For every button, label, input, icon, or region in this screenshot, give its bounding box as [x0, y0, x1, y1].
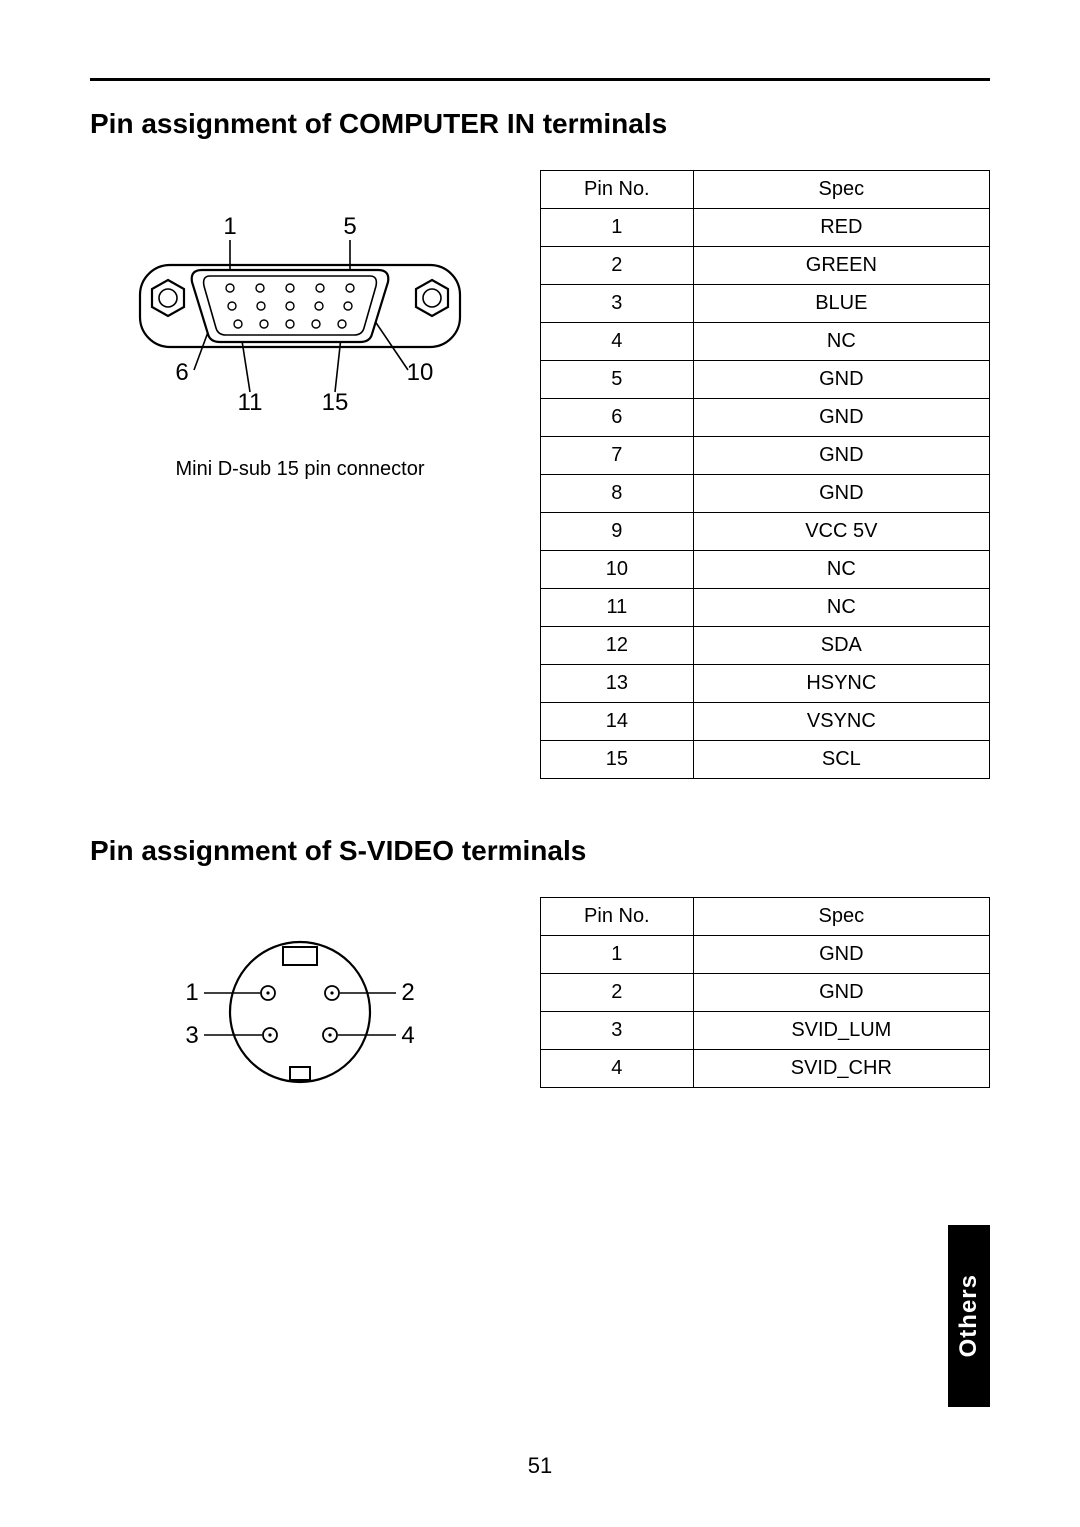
svideo-table-col: Pin No. Spec 1GND2GND3SVID_LUM4SVID_CHR	[540, 897, 990, 1088]
section-tab: Others	[948, 1225, 990, 1407]
svideo-row: 1 2 3 4	[90, 897, 990, 1107]
computer-in-row: 1 5 6 10 11 15	[90, 170, 990, 779]
table-cell: 2	[541, 974, 694, 1012]
table-row: 7GND	[541, 437, 990, 475]
table-cell: GND	[693, 475, 989, 513]
dsub-caption: Mini D-sub 15 pin connector	[175, 458, 424, 481]
table-cell: 2	[541, 247, 694, 285]
table-row: 3BLUE	[541, 285, 990, 323]
table-row: 2GREEN	[541, 247, 990, 285]
table-cell: 14	[541, 703, 694, 741]
table-row: 2GND	[541, 974, 990, 1012]
table-cell: 1	[541, 936, 694, 974]
computer-in-title: Pin assignment of COMPUTER IN terminals	[90, 108, 990, 140]
table-row: 4SVID_CHR	[541, 1050, 990, 1088]
sv-label-1: 1	[185, 979, 198, 1006]
table-cell: 8	[541, 475, 694, 513]
page-number: 51	[0, 1453, 1080, 1479]
table-cell: 10	[541, 551, 694, 589]
table-cell: SVID_CHR	[693, 1050, 989, 1088]
table-row: 1RED	[541, 209, 990, 247]
table-cell: 3	[541, 285, 694, 323]
dsub-label-5: 5	[343, 213, 356, 240]
dsub-label-11: 11	[238, 389, 263, 416]
col-pinno: Pin No.	[541, 171, 694, 209]
table-cell: 6	[541, 399, 694, 437]
table-cell: SDA	[693, 627, 989, 665]
table-cell: GND	[693, 399, 989, 437]
top-rule	[90, 78, 990, 81]
table-row: 12SDA	[541, 627, 990, 665]
svideo-diagram-col: 1 2 3 4	[90, 897, 510, 1107]
table-cell: NC	[693, 323, 989, 361]
table-cell: 7	[541, 437, 694, 475]
table-cell: NC	[693, 589, 989, 627]
computer-in-table-col: Pin No. Spec 1RED2GREEN3BLUE4NC5GND6GND7…	[540, 170, 990, 779]
table-row: 6GND	[541, 399, 990, 437]
sv-label-2: 2	[401, 979, 414, 1006]
table-cell: 15	[541, 741, 694, 779]
table-cell: 5	[541, 361, 694, 399]
svideo-title: Pin assignment of S-VIDEO terminals	[90, 835, 990, 867]
table-cell: BLUE	[693, 285, 989, 323]
table-cell: 3	[541, 1012, 694, 1050]
page-content: Pin assignment of COMPUTER IN terminals …	[90, 100, 990, 1163]
dsub-label-1: 1	[223, 213, 236, 240]
table-cell: RED	[693, 209, 989, 247]
section-tab-label: Others	[955, 1274, 983, 1357]
table-row: 5GND	[541, 361, 990, 399]
table-cell: HSYNC	[693, 665, 989, 703]
table-row: 10NC	[541, 551, 990, 589]
table-row: 14VSYNC	[541, 703, 990, 741]
table-row: 8GND	[541, 475, 990, 513]
table-cell: GND	[693, 936, 989, 974]
table-row: 11NC	[541, 589, 990, 627]
table-cell: SVID_LUM	[693, 1012, 989, 1050]
table-header-row: Pin No. Spec	[541, 898, 990, 936]
col-spec: Spec	[693, 171, 989, 209]
table-cell: 1	[541, 209, 694, 247]
col-pinno: Pin No.	[541, 898, 694, 936]
table-row: 9VCC 5V	[541, 513, 990, 551]
table-cell: 4	[541, 1050, 694, 1088]
table-row: 1GND	[541, 936, 990, 974]
svideo-table: Pin No. Spec 1GND2GND3SVID_LUM4SVID_CHR	[540, 897, 990, 1088]
dsub-label-6: 6	[175, 359, 188, 386]
col-spec: Spec	[693, 898, 989, 936]
table-cell: NC	[693, 551, 989, 589]
table-cell: 11	[541, 589, 694, 627]
table-row: 13HSYNC	[541, 665, 990, 703]
table-cell: GREEN	[693, 247, 989, 285]
dsub-label-10: 10	[407, 359, 434, 386]
dsub-label-15: 15	[322, 389, 349, 416]
table-cell: 9	[541, 513, 694, 551]
table-cell: 4	[541, 323, 694, 361]
table-cell: 12	[541, 627, 694, 665]
table-row: 3SVID_LUM	[541, 1012, 990, 1050]
table-row: 15SCL	[541, 741, 990, 779]
table-cell: GND	[693, 974, 989, 1012]
computer-in-diagram-col: 1 5 6 10 11 15	[90, 170, 510, 481]
table-cell: SCL	[693, 741, 989, 779]
table-cell: VCC 5V	[693, 513, 989, 551]
computer-in-table: Pin No. Spec 1RED2GREEN3BLUE4NC5GND6GND7…	[540, 170, 990, 779]
table-row: 4NC	[541, 323, 990, 361]
table-cell: GND	[693, 437, 989, 475]
sv-label-3: 3	[185, 1022, 198, 1049]
sv-label-4: 4	[401, 1022, 414, 1049]
table-cell: VSYNC	[693, 703, 989, 741]
table-cell: GND	[693, 361, 989, 399]
svideo-connector-icon: 1 2 3 4	[150, 917, 450, 1107]
dsub-connector-icon: 1 5 6 10 11 15	[120, 210, 480, 430]
table-header-row: Pin No. Spec	[541, 171, 990, 209]
table-cell: 13	[541, 665, 694, 703]
